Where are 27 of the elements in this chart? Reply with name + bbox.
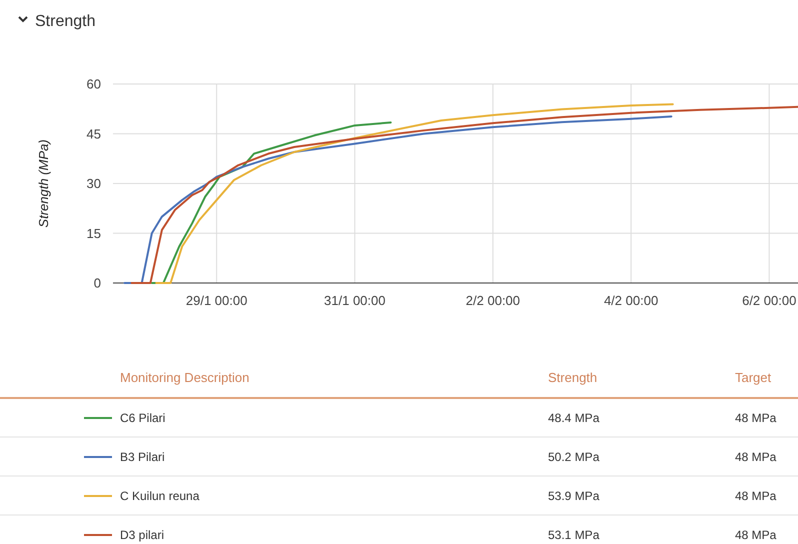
legend-label: B3 Pilari	[120, 450, 165, 464]
legend-label: D3 pilari	[120, 528, 164, 542]
x-tick-label: 6/2 00:00	[742, 293, 796, 308]
text: 48 MPa	[735, 411, 777, 426]
text: 48.4 MPa	[548, 411, 600, 426]
text: 48 MPa	[735, 489, 777, 504]
text: 50.2 MPa	[548, 450, 600, 464]
y-tick-label: 0	[94, 276, 101, 291]
y-axis-title: Strength (MPa)	[36, 139, 51, 228]
y-tick-label: 30	[86, 176, 101, 192]
y-tick-label: 15	[86, 226, 101, 241]
x-tick-label: 29/1 00:00	[186, 293, 248, 308]
legend-label: C6 Pilari	[120, 411, 166, 426]
y-tick-label: 60	[86, 76, 101, 92]
y-tick-label: 45	[86, 126, 101, 142]
x-tick-label: 31/1 00:00	[324, 293, 386, 308]
text: 53.1 MPa	[548, 528, 600, 542]
x-tick-label: 4/2 00:00	[604, 293, 658, 308]
legend-label: C Kuilun reuna	[120, 489, 200, 504]
text: 53.9 MPa	[548, 489, 600, 504]
legend-title: Monitoring Description	[120, 370, 250, 385]
text: 48 MPa	[735, 450, 777, 464]
chart-title: Strength	[35, 13, 96, 30]
text: Target	[735, 370, 772, 385]
text: Strength	[548, 370, 598, 385]
text: 48 MPa	[735, 528, 777, 542]
x-tick-label: 2/2 00:00	[466, 293, 520, 308]
